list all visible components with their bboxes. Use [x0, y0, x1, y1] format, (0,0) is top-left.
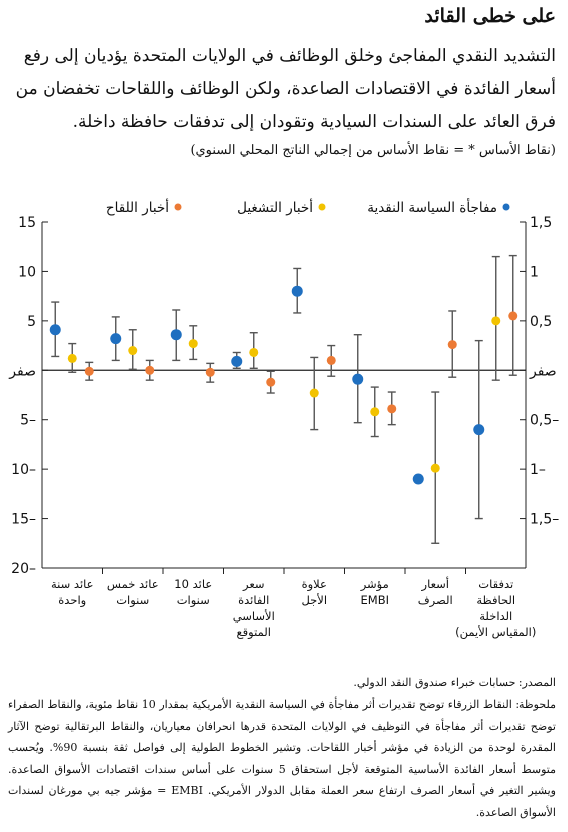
vaccine-point	[508, 311, 518, 321]
left-tick-label: 5–	[20, 413, 36, 429]
category-label: المتوقع	[237, 625, 271, 640]
vaccine-point	[266, 377, 276, 387]
right-tick-label: 0,5	[530, 314, 552, 330]
category-label: الفائدة	[238, 593, 269, 607]
employment-point	[309, 388, 319, 398]
category-label: سنوات	[116, 593, 149, 608]
legend-vaccine-label: أخبار اللقاح	[106, 198, 169, 216]
category-label: الصرف	[418, 593, 453, 608]
policy-point	[170, 329, 182, 341]
left-tick-label: 15	[18, 215, 36, 231]
vaccine-point	[205, 367, 215, 377]
policy-point	[110, 333, 122, 345]
legend-employment-label: أخبار التشغيل	[237, 198, 313, 216]
legend-policy-marker	[502, 203, 510, 211]
right-tick-label: 1	[530, 264, 539, 280]
policy-point	[473, 424, 485, 436]
employment-point	[128, 346, 138, 356]
figure-chart: 15105صفر5–10–15–20–21,510,5صفر0,5–1–1,5–…	[8, 198, 559, 640]
category-label: الحافظة	[476, 593, 515, 607]
right-tick-label: 1–	[530, 462, 546, 478]
vaccine-point	[145, 365, 155, 375]
employment-point	[491, 316, 501, 326]
chart-title: على خطى القائد	[424, 5, 556, 27]
source-note: المصدر: حسابات خبراء صندوق النقد الدولي.	[353, 676, 556, 689]
footnote: ملحوظة: النقاط الزرقاء توضح تقديرات أثر …	[8, 698, 556, 819]
vaccine-point	[447, 340, 457, 350]
vaccine-point	[84, 366, 94, 376]
policy-point	[352, 373, 364, 385]
category-label: الأساسي	[233, 609, 275, 623]
category-label: مؤشر	[360, 577, 389, 592]
left-tick-label: صفر	[8, 363, 36, 379]
employment-point	[430, 463, 440, 473]
left-tick-label: 5	[27, 314, 36, 330]
policy-point	[49, 324, 61, 336]
legend-policy-label: مفاجأة السياسة النقدية	[367, 198, 497, 216]
policy-point	[291, 285, 303, 297]
category-label: أسعار	[421, 576, 449, 592]
left-tick-label: 20–	[11, 561, 36, 577]
left-tick-label: 10–	[11, 462, 36, 478]
category-label: سنوات	[177, 593, 210, 608]
category-label: واحدة	[58, 593, 86, 608]
right-tick-label: 0,5–	[530, 413, 559, 429]
category-label: عائد 10	[174, 577, 212, 591]
employment-point	[370, 407, 380, 417]
category-label: (المقياس الأيمن)	[455, 625, 536, 640]
left-tick-label: 10	[18, 264, 36, 280]
category-label: الداخلة	[479, 609, 512, 623]
chart-subtitle: التشديد النقدي المفاجئ وخلق الوظائف في ا…	[15, 46, 556, 132]
vaccine-point	[387, 404, 397, 414]
right-tick-label: 1,5	[530, 215, 552, 231]
right-tick-label: صفر	[529, 363, 557, 379]
right-tick-label: 1,5–	[530, 512, 559, 528]
policy-point	[412, 473, 424, 485]
employment-point	[249, 347, 259, 357]
category-label: تدفقات	[478, 577, 513, 591]
employment-point	[67, 353, 77, 363]
left-tick-label: 15–	[11, 512, 36, 528]
category-label: سعر	[242, 577, 265, 592]
category-label: عائد خمس	[107, 577, 159, 592]
vaccine-point	[326, 355, 336, 365]
legend-employment-marker	[318, 203, 326, 211]
units-note: (نقاط الأساس * = نقاط الأساس من إجمالي ا…	[190, 143, 556, 158]
category-label: الأجل	[301, 593, 327, 607]
legend-vaccine-marker	[174, 203, 182, 211]
category-label: EMBI	[361, 593, 389, 607]
category-label: عائد سنة	[51, 577, 94, 591]
employment-point	[188, 339, 198, 349]
category-label: علاوة	[302, 577, 327, 592]
policy-point	[231, 355, 243, 367]
